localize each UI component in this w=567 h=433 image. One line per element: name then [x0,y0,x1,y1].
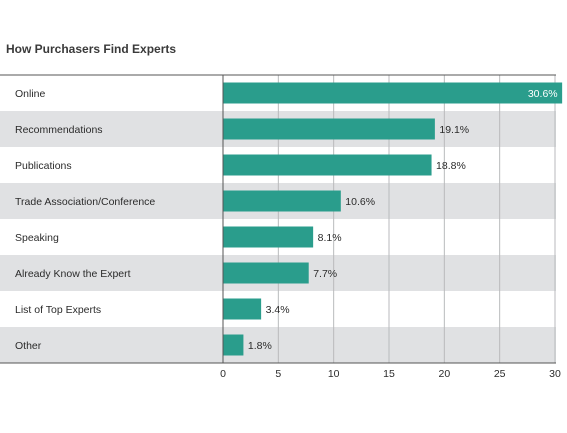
x-tick-label: 5 [275,368,281,380]
bar-6 [223,262,309,284]
bar-5 [223,226,314,248]
bar-8 [223,334,244,356]
value-label: 30.6% [528,88,558,100]
category-label: List of Top Experts [15,304,101,316]
category-label: Publications [15,160,72,172]
category-label: Online [15,88,46,100]
bar-1 [223,82,563,104]
category-label: Speaking [15,232,59,244]
bar-3 [223,154,432,176]
category-label: Trade Association/Conference [15,196,155,208]
value-label: 19.1% [439,124,469,136]
value-label: 18.8% [436,160,466,172]
value-label: 1.8% [248,340,272,352]
bar-2 [223,118,435,140]
category-label: Other [15,340,42,352]
value-label: 8.1% [318,232,342,244]
x-tick-label: 25 [494,368,506,380]
value-label: 7.7% [313,268,337,280]
x-tick-label: 15 [383,368,395,380]
x-tick-label: 20 [438,368,450,380]
value-label: 10.6% [345,196,375,208]
value-label: 3.4% [266,304,290,316]
x-tick-label: 10 [328,368,340,380]
bar-4 [223,190,341,212]
category-label: Recommendations [15,124,103,136]
x-tick-label: 30 [549,368,561,380]
category-label: Already Know the Expert [15,268,131,280]
chart-title: How Purchasers Find Experts [6,42,177,56]
bar-7 [223,298,262,320]
x-tick-label: 0 [220,368,226,380]
